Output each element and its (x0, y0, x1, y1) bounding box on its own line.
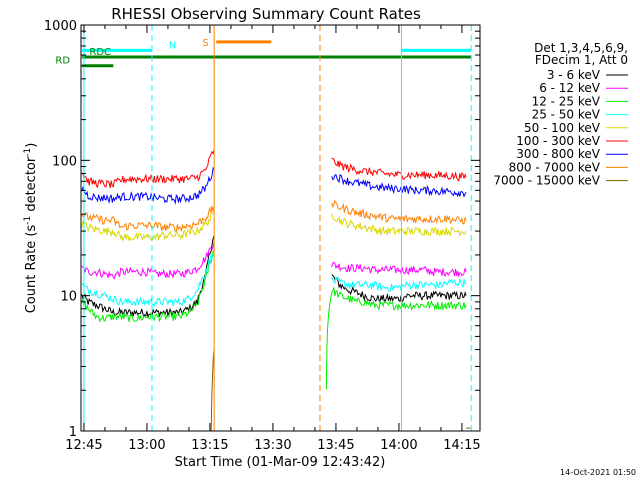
series-line-7-0 (81, 205, 215, 232)
x-tick-label-2: 13:15 (191, 438, 228, 453)
legend-entry-label-2: 12 - 25 keV (532, 94, 601, 108)
series-line-1-1 (331, 261, 467, 278)
series-line-4-0 (81, 212, 215, 242)
legend-entry-label-7: 800 - 7000 keV (509, 160, 601, 174)
series-line-3-0 (81, 249, 215, 307)
x-tick-label-0: 12:45 (65, 438, 102, 453)
flag-label-0: N (169, 40, 176, 51)
vertical-markers-layer (83, 25, 472, 431)
series-layer (81, 149, 471, 432)
legend-entry-label-3: 25 - 50 keV (532, 108, 601, 122)
series-line-0-0 (81, 235, 215, 319)
legend-entry-label-5: 100 - 300 keV (516, 134, 600, 148)
series-line-5-0 (81, 149, 215, 189)
series-line-5-1 (331, 157, 467, 182)
series-line-6-0 (81, 166, 215, 205)
legend-entry-label-0: 3 - 6 keV (547, 68, 601, 82)
flag-label-2: RDC (89, 47, 111, 58)
series-line-6-1 (331, 173, 467, 198)
x-axis-label: Start Time (01-Mar-09 12:43:42) (175, 455, 386, 470)
x-tick-label-3: 13:30 (254, 438, 291, 453)
series-line-2-1 (325, 286, 467, 390)
series-line-0-1 (331, 274, 467, 304)
y-axis-ticks: 1 10 100 1000 (44, 19, 480, 440)
series-line-1-0 (81, 241, 215, 280)
legend: Det 1,3,4,5,6,9, FDecim 1, Att 0 3 - 6 k… (493, 41, 628, 188)
plot-frame (80, 24, 481, 432)
legend-header-line-2: FDecim 1, Att 0 (535, 53, 628, 67)
y-tick-label-2: 100 (52, 154, 77, 169)
legend-entry-label-6: 300 - 800 keV (516, 147, 600, 161)
series-line-4-1 (331, 213, 467, 237)
legend-header-line-1: Det 1,3,4,5,6,9, (534, 41, 628, 55)
chart-title: RHESSI Observing Summary Count Rates (111, 5, 421, 23)
flag-label-3: RD (55, 56, 70, 67)
series-line-3-1 (331, 275, 467, 293)
flag-bars-layer: N S RDC RD (55, 38, 472, 68)
y-axis-label: Count Rate (s-1 detector-1) (23, 143, 39, 314)
x-tick-label-1: 13:00 (128, 438, 165, 453)
y-tick-label-3: 1000 (44, 19, 77, 34)
legend-entry-label-1: 6 - 12 keV (539, 81, 601, 95)
timestamp: 14-Oct-2021 01:50 (560, 468, 636, 477)
x-tick-label-5: 14:00 (380, 438, 417, 453)
x-axis-ticks: 12:45 13:00 13:15 13:30 13:45 14:00 14:15 (65, 25, 481, 453)
x-tick-label-4: 13:45 (317, 438, 354, 453)
series-line-2-0 (81, 249, 215, 323)
y-tick-label-0: 1 (69, 425, 77, 440)
legend-entry-label-4: 50 - 100 keV (524, 121, 601, 135)
flag-label-1: S (202, 38, 208, 49)
x-tick-label-6: 14:15 (443, 438, 480, 453)
series-line-7-1 (331, 199, 467, 225)
legend-entry-label-8: 7000 - 15000 keV (493, 174, 600, 188)
y-tick-label-1: 10 (60, 290, 77, 305)
